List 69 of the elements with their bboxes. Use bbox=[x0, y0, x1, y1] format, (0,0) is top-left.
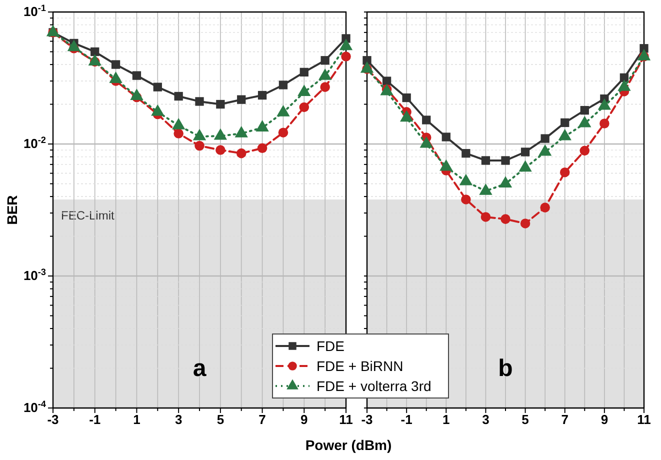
x-tick-label: 11 bbox=[637, 412, 651, 428]
point bbox=[402, 93, 411, 102]
x-axis-title: Power (dBm) bbox=[305, 437, 392, 453]
point bbox=[501, 156, 510, 165]
x-tick-label: 3 bbox=[482, 412, 490, 428]
point bbox=[382, 76, 392, 86]
y-tick-label: 10$^{-3}$ bbox=[23, 267, 46, 284]
y-tick-label: 10$^{-2}$ bbox=[23, 135, 46, 152]
point bbox=[560, 118, 570, 128]
x-tick-label: 11 bbox=[339, 412, 353, 428]
annotation: b bbox=[498, 355, 513, 382]
point bbox=[216, 145, 226, 155]
x-tick-label: 3 bbox=[174, 412, 182, 428]
y-tick-label: 10$^{-1}$ bbox=[23, 3, 46, 20]
y-tick-label: 10$^{-4}$ bbox=[23, 399, 47, 416]
point bbox=[236, 148, 246, 158]
point bbox=[132, 71, 142, 80]
legend-label: FDE + BiRNN bbox=[316, 358, 404, 374]
point bbox=[580, 146, 590, 156]
x-tick-label: 7 bbox=[258, 412, 266, 428]
point bbox=[462, 148, 470, 158]
x-tick-label: -3 bbox=[47, 412, 59, 428]
x-tick-label: 9 bbox=[600, 412, 608, 428]
point bbox=[90, 47, 100, 56]
point bbox=[442, 132, 450, 142]
x-tick-label: -1 bbox=[400, 412, 412, 428]
point bbox=[320, 56, 330, 65]
point bbox=[320, 82, 330, 92]
point bbox=[341, 52, 351, 62]
x-tick-label: 5 bbox=[522, 412, 529, 428]
point bbox=[194, 140, 204, 151]
point bbox=[111, 60, 120, 69]
band-label: FEC-Limit bbox=[61, 208, 115, 222]
point bbox=[257, 143, 268, 154]
point bbox=[237, 95, 246, 104]
x-tick-label: 1 bbox=[133, 412, 140, 428]
x-tick-label: -1 bbox=[89, 412, 101, 428]
point bbox=[174, 92, 183, 101]
point bbox=[299, 102, 310, 112]
annotation: a bbox=[192, 355, 207, 382]
legend-label: FDE bbox=[316, 338, 344, 354]
point bbox=[174, 128, 184, 138]
point bbox=[480, 212, 491, 222]
point bbox=[600, 118, 610, 128]
point bbox=[153, 82, 162, 92]
x-tick-label: 9 bbox=[300, 412, 308, 428]
point bbox=[216, 100, 225, 109]
point bbox=[195, 97, 204, 106]
point bbox=[540, 202, 550, 212]
point bbox=[540, 134, 550, 143]
x-tick-label: 1 bbox=[442, 412, 450, 428]
point bbox=[300, 68, 308, 77]
x-tick-label: -3 bbox=[361, 412, 373, 428]
point bbox=[580, 106, 589, 115]
point bbox=[461, 194, 471, 204]
point bbox=[422, 116, 431, 124]
point bbox=[560, 167, 570, 178]
point bbox=[362, 56, 372, 65]
x-tick-label: 5 bbox=[216, 412, 224, 428]
point bbox=[520, 148, 530, 156]
point bbox=[258, 90, 267, 100]
legend-label: FDE + volterra 3rd bbox=[316, 378, 432, 394]
point bbox=[278, 128, 288, 138]
point bbox=[520, 218, 530, 228]
point bbox=[500, 214, 510, 224]
point bbox=[481, 156, 490, 165]
point bbox=[278, 80, 288, 90]
x-tick-label: 7 bbox=[561, 412, 568, 428]
y-axis-title: BER bbox=[4, 195, 20, 225]
